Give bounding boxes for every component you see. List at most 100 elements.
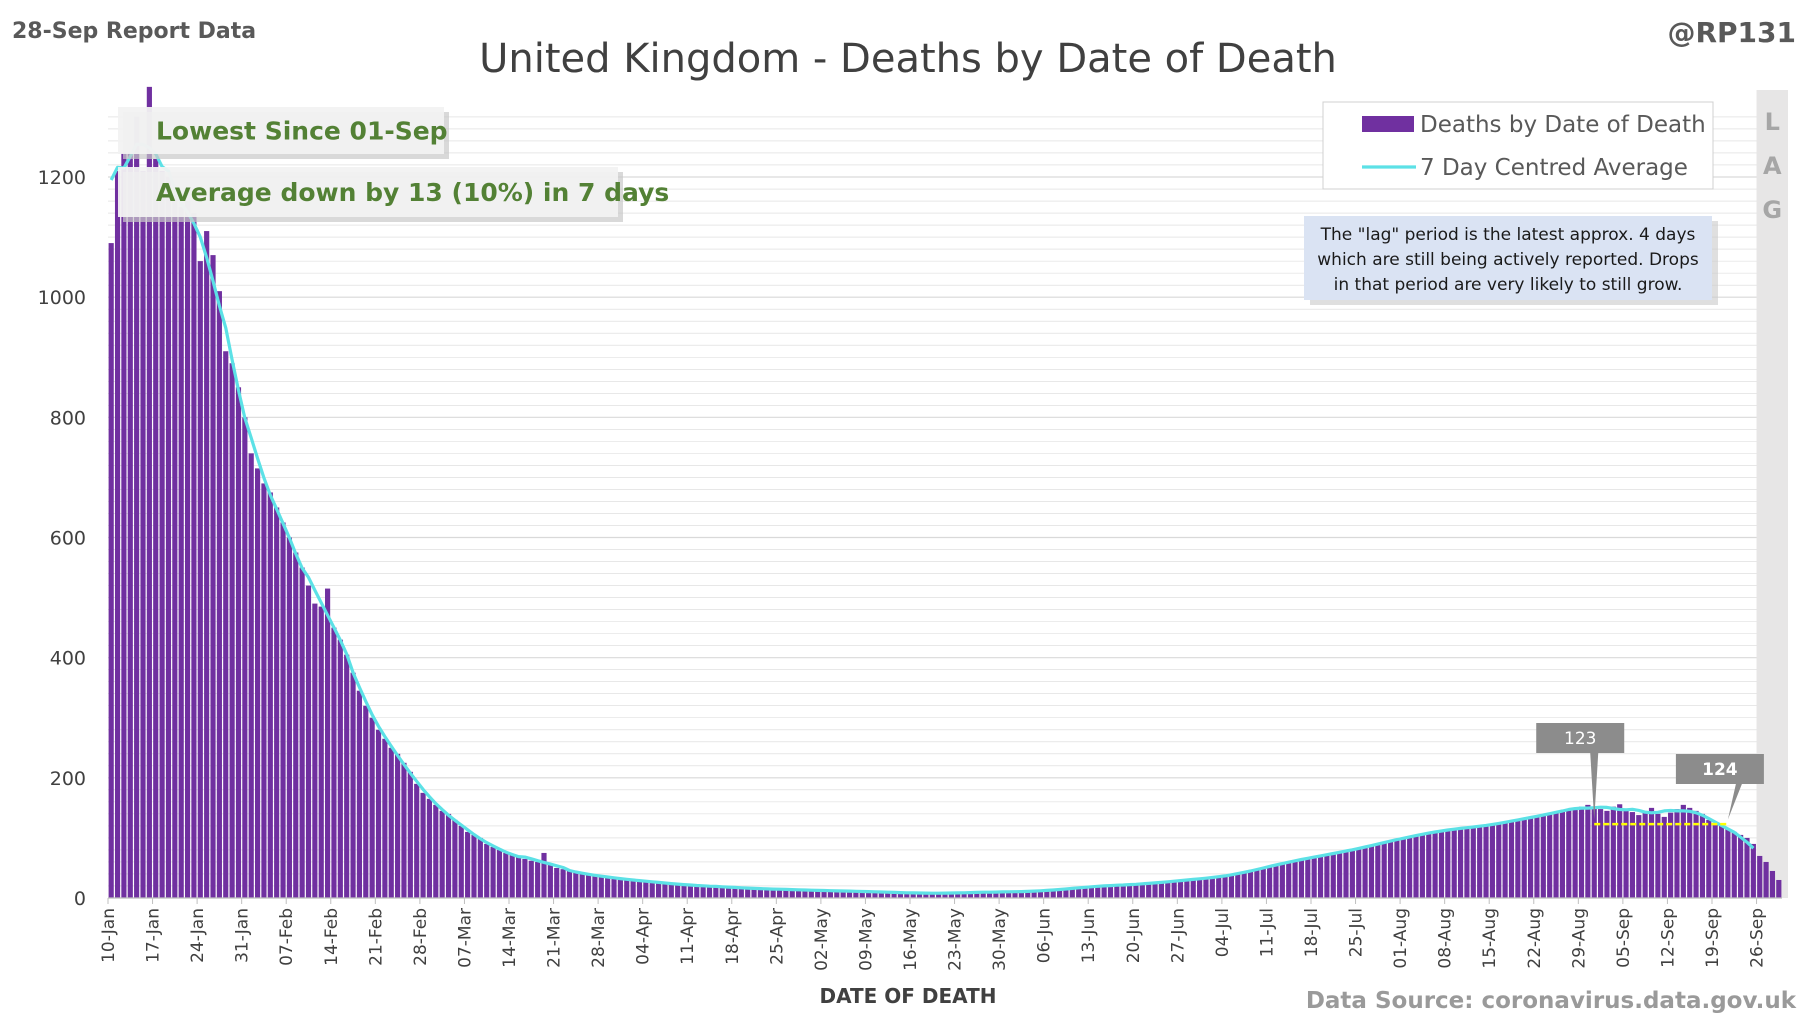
bar [1025, 891, 1031, 898]
bar [165, 177, 172, 898]
bar [1661, 816, 1667, 898]
x-tick-label: 07-Feb [277, 908, 297, 966]
bar [1349, 849, 1355, 898]
bar [121, 152, 127, 898]
bar [337, 639, 343, 898]
bar [1591, 807, 1597, 898]
x-tick-label: 20-Jun [1124, 908, 1144, 963]
bar [1311, 857, 1317, 898]
x-tick-label: 21-Feb [366, 908, 386, 966]
bar [1489, 824, 1495, 898]
bar [223, 351, 229, 898]
bar [1559, 810, 1565, 898]
bar [681, 884, 687, 898]
x-tick-label: 30-May [990, 908, 1010, 971]
bar [904, 892, 910, 898]
bar [477, 837, 483, 898]
bar [624, 879, 630, 898]
bar [834, 890, 840, 898]
bar [210, 255, 216, 898]
bar [1407, 836, 1413, 898]
bar [573, 872, 579, 898]
bar [204, 231, 210, 898]
bar [535, 861, 541, 898]
x-tick-label: 14-Mar [500, 908, 520, 968]
callout-average: Average down by 13 (10%) in 7 days [118, 167, 669, 222]
x-axis-title: DATE OF DEATH [820, 984, 997, 1008]
bar [1578, 806, 1585, 898]
bar [420, 792, 426, 898]
bar [1629, 812, 1636, 898]
bar [547, 864, 553, 898]
bar [821, 890, 827, 898]
bar [1534, 816, 1540, 898]
bar [159, 170, 165, 898]
bar [885, 891, 891, 898]
bar [1699, 813, 1706, 898]
bar [617, 878, 623, 898]
bar [1585, 804, 1591, 898]
value-markers: 123 124 [1536, 723, 1764, 821]
bar [1502, 822, 1508, 898]
bar [261, 483, 267, 898]
bar [1604, 810, 1610, 898]
bar [305, 585, 312, 898]
y-tick-label: 1000 [38, 287, 86, 309]
bar [1018, 891, 1024, 898]
bar [1432, 831, 1438, 898]
bar [726, 887, 732, 898]
bar [1267, 866, 1273, 898]
average-line-series [109, 142, 1755, 895]
data-source: Data Source: coronavirus.data.gov.uk [1306, 988, 1797, 1014]
bar [153, 158, 159, 899]
bar [248, 453, 254, 898]
bar [1483, 825, 1489, 898]
bar [1496, 823, 1502, 898]
bar [611, 878, 617, 898]
bar [579, 873, 585, 898]
bar [929, 893, 935, 898]
bar [738, 887, 744, 898]
bar [1375, 843, 1381, 898]
bar [1763, 861, 1769, 898]
legend-entry-average[interactable]: 7 Day Centred Average [1362, 155, 1688, 181]
bar [1088, 886, 1094, 898]
axes: 0 200 400 600 800 1000 1200 10-Jan 17-Jan 24-Jan 3… [38, 167, 1782, 971]
bar [840, 890, 846, 898]
legend[interactable]: Deaths by Date of Death 7 Day Centred Ave… [1322, 101, 1714, 190]
bar [1668, 812, 1674, 898]
bar [993, 891, 999, 898]
bar [356, 690, 363, 898]
bar [1566, 809, 1572, 898]
bar [1165, 881, 1171, 898]
bar [229, 363, 235, 899]
x-tick-label: 28-Mar [589, 908, 609, 968]
bar [1056, 889, 1063, 898]
bar [923, 893, 929, 898]
bar [598, 876, 604, 898]
bar [146, 86, 152, 898]
bar [770, 888, 776, 898]
callout-box [118, 167, 618, 217]
bar [948, 893, 954, 898]
legend-entry-bars[interactable]: Deaths by Date of Death [1362, 112, 1706, 138]
x-tick-label: 10-Jan [99, 908, 119, 963]
bar [286, 537, 292, 898]
bar [1152, 882, 1158, 898]
value-marker: 124 [1675, 754, 1764, 820]
bar [1776, 879, 1782, 898]
bar [1133, 884, 1139, 898]
bar [846, 891, 853, 898]
bar [1477, 826, 1483, 898]
bar [363, 705, 369, 898]
x-tick-label: 29-Aug [1569, 908, 1589, 969]
bar [878, 891, 884, 898]
bar [331, 627, 337, 898]
bar [783, 889, 789, 898]
bar [1044, 890, 1050, 898]
bar [1362, 846, 1368, 898]
legend-swatch-bars [1362, 116, 1414, 132]
bar [980, 891, 986, 898]
